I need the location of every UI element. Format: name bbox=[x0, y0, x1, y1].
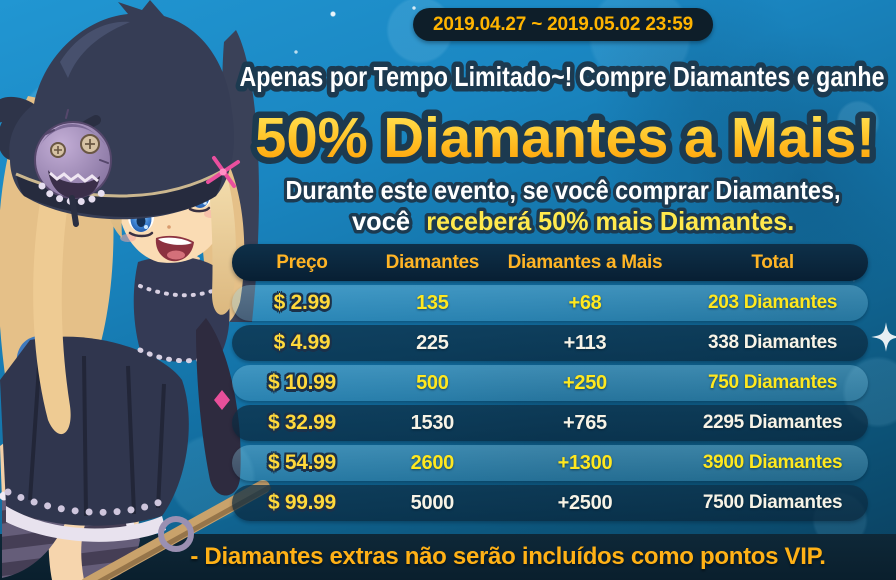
witch-girl-character-art bbox=[0, 0, 272, 580]
diamonds-value: 500 bbox=[416, 371, 449, 394]
price-value: $ 2.99 bbox=[273, 291, 331, 314]
title-block: 50% Diamantes a Mais! bbox=[249, 100, 882, 176]
bonus-value: +113 bbox=[563, 331, 607, 354]
subtitle-line1: Durante este evento, se você comprar Dia… bbox=[286, 175, 841, 205]
diamonds-value: 135 bbox=[416, 291, 449, 314]
diamonds-value: 1530 bbox=[410, 411, 455, 434]
sparkle-icon bbox=[871, 322, 896, 352]
table-row: $ 2.99 135 +68 203 Diamantes bbox=[232, 285, 868, 321]
total-value: 7500 Diamantes bbox=[702, 492, 843, 513]
table-row: $ 54.99 2600 +1300 3900 Diamantes bbox=[232, 445, 868, 481]
total-value: 338 Diamantes bbox=[707, 332, 838, 353]
price-value: $ 99.99 bbox=[267, 491, 336, 514]
table-header: Preço Diamantes Diamantes a Mais Total bbox=[232, 244, 868, 281]
subtitle-block: Durante este evento, se você comprar Dia… bbox=[282, 174, 844, 240]
price-table: Preço Diamantes Diamantes a Mais Total $… bbox=[232, 244, 868, 521]
col-header-bonus: Diamantes a Mais bbox=[507, 251, 663, 273]
diamonds-value: 2600 bbox=[410, 451, 455, 474]
event-date-badge: 2019.04.27 ~ 2019.05.02 23:59 bbox=[413, 8, 713, 41]
col-header-diamonds: Diamantes bbox=[385, 251, 480, 273]
col-header-price: Preço bbox=[276, 251, 328, 273]
table-row: $ 99.99 5000 +2500 7500 Diamantes bbox=[232, 485, 868, 521]
footnote: - Diamantes extras não serão incluídos c… bbox=[190, 543, 826, 570]
table-row: $ 4.99 225 +113 338 Diamantes bbox=[232, 325, 868, 361]
price-value: $ 4.99 bbox=[273, 331, 331, 354]
bonus-value: +68 bbox=[568, 291, 602, 314]
col-header-total: Total bbox=[751, 251, 794, 273]
table-row: $ 10.99 500 +250 750 Diamantes bbox=[232, 365, 868, 401]
price-value: $ 10.99 bbox=[267, 371, 336, 394]
diamonds-value: 5000 bbox=[410, 491, 455, 514]
bonus-value: +765 bbox=[563, 411, 607, 434]
headline: Apenas por Tempo Limitado~! Compre Diama… bbox=[240, 61, 885, 92]
bonus-value: +2500 bbox=[557, 491, 613, 514]
headline-block: Apenas por Tempo Limitado~! Compre Diama… bbox=[234, 56, 890, 98]
subtitle-line2-yellow: receberá 50% mais Diamantes. bbox=[426, 206, 794, 236]
total-value: 2295 Diamantes bbox=[702, 412, 843, 433]
table-row: $ 32.99 1530 +765 2295 Diamantes bbox=[232, 405, 868, 441]
price-value: $ 32.99 bbox=[267, 411, 336, 434]
price-value: $ 54.99 bbox=[267, 451, 336, 474]
total-value: 203 Diamantes bbox=[707, 292, 838, 313]
subtitle-line2-white: você bbox=[352, 206, 410, 236]
total-value: 750 Diamantes bbox=[707, 372, 838, 393]
promo-title: 50% Diamantes a Mais! bbox=[255, 106, 875, 170]
diamonds-value: 225 bbox=[416, 331, 449, 354]
event-date-text: 2019.04.27 ~ 2019.05.02 23:59 bbox=[433, 13, 693, 35]
bonus-value: +250 bbox=[563, 371, 607, 394]
subtitle-line2: você receberá 50% mais Diamantes. bbox=[352, 206, 794, 236]
footer-bar: - Diamantes extras não serão incluídos c… bbox=[0, 534, 896, 580]
total-value: 3900 Diamantes bbox=[702, 452, 843, 473]
bonus-value: +1300 bbox=[557, 451, 613, 474]
